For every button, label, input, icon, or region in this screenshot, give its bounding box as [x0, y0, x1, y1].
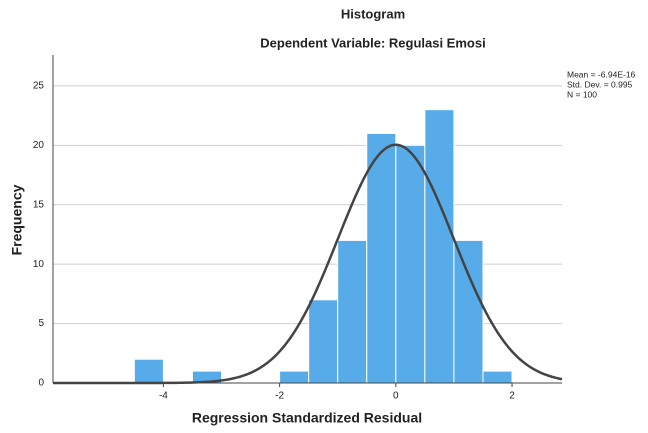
bar	[337, 239, 368, 384]
bar	[482, 370, 513, 384]
y-tick-label: 15	[33, 199, 45, 210]
chart-title: Histogram	[341, 6, 405, 21]
y-tick-label: 20	[33, 140, 45, 151]
stats-label: Std. Dev. = 0.995	[567, 79, 633, 89]
bar	[279, 370, 310, 384]
stats-label: Mean = -6.94E-16	[567, 69, 636, 79]
y-tick-label: 10	[33, 259, 45, 270]
bar	[366, 132, 397, 384]
y-tick-label: 5	[38, 318, 44, 329]
x-tick-label: 2	[509, 391, 515, 402]
bar	[424, 109, 455, 384]
x-tick-label: -4	[159, 391, 168, 402]
stats-label: N = 100	[567, 89, 597, 99]
bar	[453, 239, 484, 384]
x-tick-label: -2	[275, 391, 284, 402]
y-axis-label: Frequency	[9, 184, 25, 255]
y-tick-label: 25	[33, 81, 45, 92]
chart-subtitle: Dependent Variable: Regulasi Emosi	[260, 35, 485, 50]
bar	[395, 144, 426, 384]
y-tick-label: 0	[38, 378, 44, 389]
x-tick-label: 0	[393, 391, 399, 402]
bar	[133, 358, 164, 384]
x-axis-label: Regression Standardized Residual	[192, 410, 422, 426]
bar	[308, 299, 339, 384]
